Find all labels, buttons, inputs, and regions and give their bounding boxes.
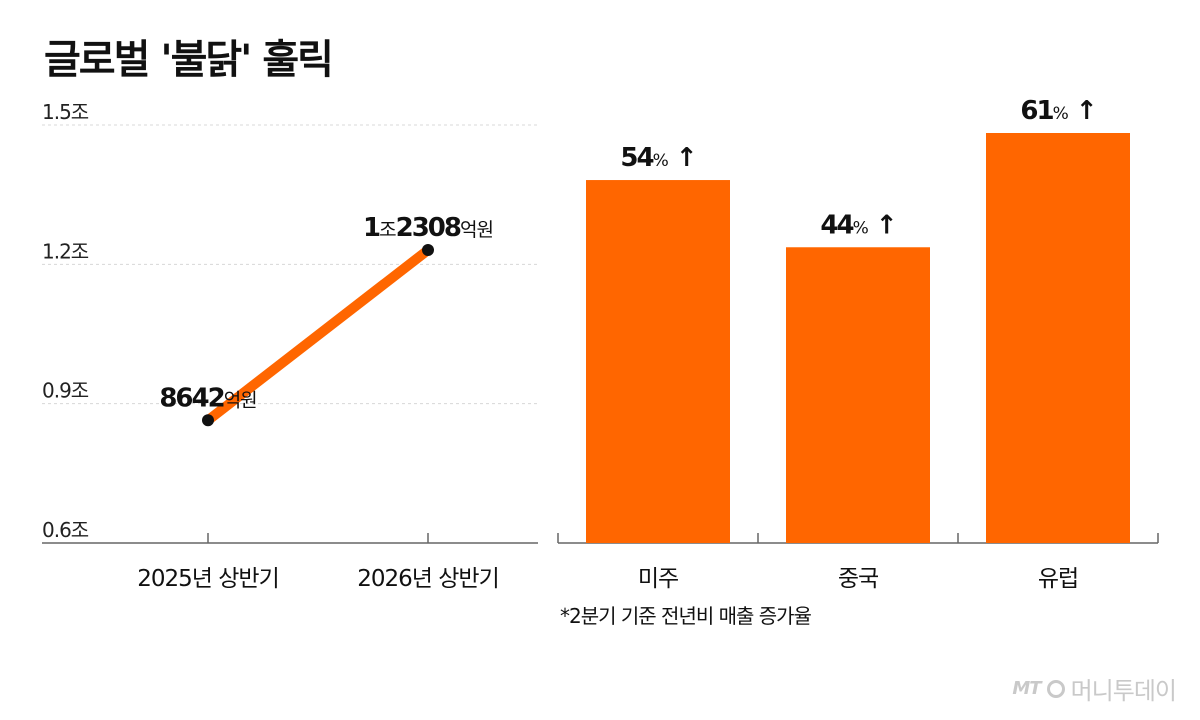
y-tick-label: 0.9조 xyxy=(42,379,89,403)
bar-category-label: 미주 xyxy=(638,566,678,592)
data-label: 8642억원 xyxy=(159,383,256,413)
logo-name: 머니투데이 xyxy=(1070,677,1177,705)
logo-ring-icon xyxy=(1046,679,1065,698)
bar xyxy=(986,133,1130,543)
x-tick-label: 2026년 상반기 xyxy=(357,566,498,592)
bar-value-label: 54% ↑ xyxy=(620,143,695,173)
data-label: 1조2308억원 xyxy=(363,213,493,243)
bar xyxy=(786,247,930,543)
publisher-logo: MT 머니투데이 xyxy=(1012,671,1177,706)
bar-value-unit: % xyxy=(853,218,869,238)
logo-mark: MT xyxy=(1012,678,1041,699)
y-tick-label: 1.2조 xyxy=(42,239,89,263)
bar-value-number: 54 xyxy=(620,143,653,173)
bar-value-unit: % xyxy=(653,151,669,171)
line-chart-gridlines: 1.5조 1.2조 0.9조 0.6조 xyxy=(42,100,538,542)
bar xyxy=(586,180,730,543)
data-point xyxy=(422,244,434,257)
x-tick-label: 2025년 상반기 xyxy=(137,566,278,592)
up-arrow-icon: ↑ xyxy=(1069,96,1096,126)
bar-value-number: 61 xyxy=(1020,96,1053,126)
chart-title: 글로벌 '불닭' 훌릭 xyxy=(44,37,334,83)
data-label-unit: 조 xyxy=(379,219,396,241)
bar-value-label: 61% ↑ xyxy=(1020,96,1095,126)
data-point xyxy=(202,414,214,427)
bar-chart: 54% ↑ 미주 44% ↑ 중국 61% ↑ 유럽 xyxy=(557,96,1159,592)
bar-category-label: 중국 xyxy=(838,566,878,592)
data-label-number: 1 xyxy=(363,213,380,243)
up-arrow-icon: ↑ xyxy=(869,210,896,240)
series-line xyxy=(203,245,433,426)
footnote: *2분기 기준 전년비 매출 증가율 xyxy=(560,604,812,628)
bar-value-unit: % xyxy=(1053,104,1069,124)
bar-value-number: 44 xyxy=(820,210,853,240)
data-label-unit: 억원 xyxy=(224,389,257,411)
y-tick-label: 0.6조 xyxy=(42,518,89,542)
data-label-number: 8642 xyxy=(159,383,223,413)
up-arrow-icon: ↑ xyxy=(669,143,696,173)
y-tick-label: 1.5조 xyxy=(42,100,89,124)
data-label-unit: 억원 xyxy=(460,219,493,241)
data-label-number: 2308 xyxy=(396,213,461,243)
bar-category-label: 유럽 xyxy=(1038,566,1078,592)
bar-value-label: 44% ↑ xyxy=(820,210,895,240)
